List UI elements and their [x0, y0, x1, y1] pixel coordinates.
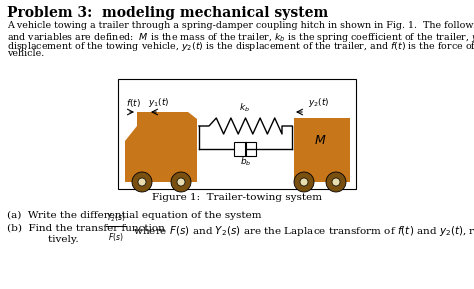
Text: $b_b$: $b_b$ [240, 156, 252, 168]
Text: $f(t)$: $f(t)$ [126, 97, 141, 109]
Text: Figure 1:  Trailer-towing system: Figure 1: Trailer-towing system [152, 193, 322, 202]
Text: (b)  Find the transfer function: (b) Find the transfer function [7, 224, 168, 233]
Text: $M$: $M$ [314, 134, 326, 147]
Text: tively.: tively. [22, 235, 79, 244]
Circle shape [300, 178, 308, 186]
Text: $y_1(t)$: $y_1(t)$ [148, 96, 170, 109]
Text: $F(s)$: $F(s)$ [108, 231, 124, 243]
Text: $k_b$: $k_b$ [238, 101, 249, 114]
Text: A vehicle towing a trailer through a spring-damper coupling hitch in shown in Fi: A vehicle towing a trailer through a spr… [7, 21, 474, 30]
Circle shape [177, 178, 185, 186]
Text: Problem 3:  modeling mechanical system: Problem 3: modeling mechanical system [7, 6, 328, 20]
Circle shape [326, 172, 346, 192]
Bar [234, 142, 256, 156]
Circle shape [138, 178, 146, 186]
Bar [294, 118, 350, 182]
Text: $Y_2(s)$: $Y_2(s)$ [106, 212, 126, 225]
Text: vehicle.: vehicle. [7, 49, 44, 58]
Text: where $F(s)$ and $Y_2(s)$ are the Laplace transform of $f(t)$ and $y_2(t)$, resp: where $F(s)$ and $Y_2(s)$ are the Laplac… [130, 224, 474, 238]
Polygon shape [137, 112, 197, 126]
Bar [118, 79, 356, 189]
Circle shape [171, 172, 191, 192]
Text: displacement of the towing vehicle, $y_2(t)$ is the displacement of the trailer,: displacement of the towing vehicle, $y_2… [7, 40, 474, 53]
Circle shape [332, 178, 340, 186]
Text: and variables are defined:  $M$ is the mass of the trailer, $k_b$ is the spring : and variables are defined: $M$ is the ma… [7, 31, 474, 44]
Circle shape [132, 172, 152, 192]
Polygon shape [125, 126, 197, 182]
Text: (a)  Write the differential equation of the system: (a) Write the differential equation of t… [7, 211, 262, 220]
Circle shape [294, 172, 314, 192]
Text: $y_2(t)$: $y_2(t)$ [308, 96, 329, 109]
